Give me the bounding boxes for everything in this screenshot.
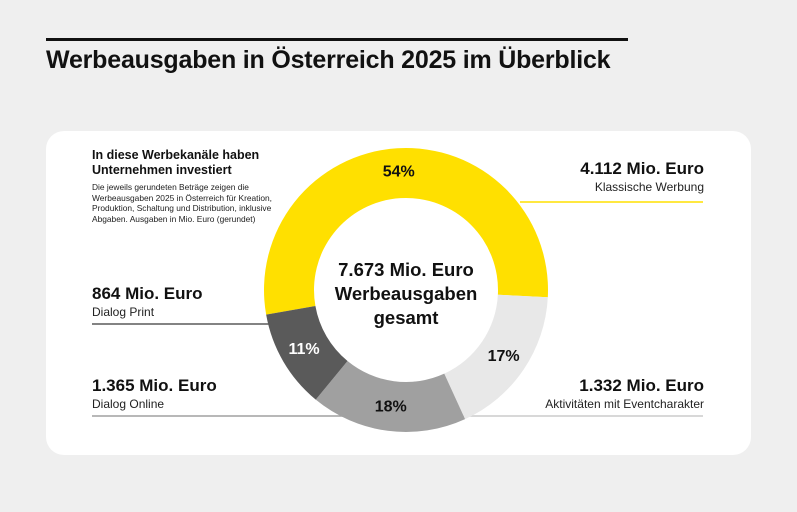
- slice-dialog-print: [266, 305, 348, 400]
- donut-center-total: 7.673 Mio. Euro Werbeausgaben gesamt: [322, 258, 490, 330]
- percent-label-dialog-print: 11%: [289, 341, 320, 358]
- callout-value: 864 Mio. Euro: [92, 284, 203, 303]
- callout-klassische-werbung: 4.112 Mio. Euro Klassische Werbung: [580, 159, 704, 195]
- center-total-label-2: gesamt: [373, 307, 439, 328]
- slice-aktivitaeten-mit-eventcharakter: [444, 294, 548, 420]
- callout-aktivitaeten-eventcharakter: 1.332 Mio. Euro Aktivitäten mit Eventcha…: [545, 376, 704, 412]
- center-total-value: 7.673 Mio. Euro: [338, 259, 474, 280]
- slice-dialog-online: [315, 361, 466, 432]
- slice-klassische-werbung: [264, 147, 548, 315]
- callout-dialog-print: 864 Mio. Euro Dialog Print: [92, 284, 203, 320]
- callout-value: 1.365 Mio. Euro: [92, 376, 217, 395]
- callout-value: 4.112 Mio. Euro: [580, 159, 704, 178]
- percent-label-dialog-online: 18%: [375, 399, 407, 416]
- callout-label: Dialog Online: [92, 397, 165, 411]
- percent-label-aktivitaeten-mit-eventcharakter: 17%: [488, 348, 520, 365]
- percent-label-klassische-werbung: 54%: [383, 164, 415, 181]
- intro-text: Die jeweils gerundeten Beträge zeigen di…: [92, 182, 273, 224]
- callout-label: Aktivitäten mit Eventcharakter: [545, 397, 704, 411]
- title-rule: [46, 38, 628, 41]
- center-total-label: Werbeausgaben: [334, 283, 478, 304]
- intro-heading: In diese Werbekanäle haben Unternehmen i…: [92, 148, 260, 177]
- callout-value: 1.332 Mio. Euro: [579, 376, 704, 395]
- callout-label: Dialog Print: [92, 305, 155, 319]
- callout-label: Klassische Werbung: [594, 180, 704, 194]
- page-title: Werbeausgaben in Österreich 2025 im Über…: [46, 46, 611, 74]
- callout-dialog-online: 1.365 Mio. Euro Dialog Online: [92, 376, 217, 412]
